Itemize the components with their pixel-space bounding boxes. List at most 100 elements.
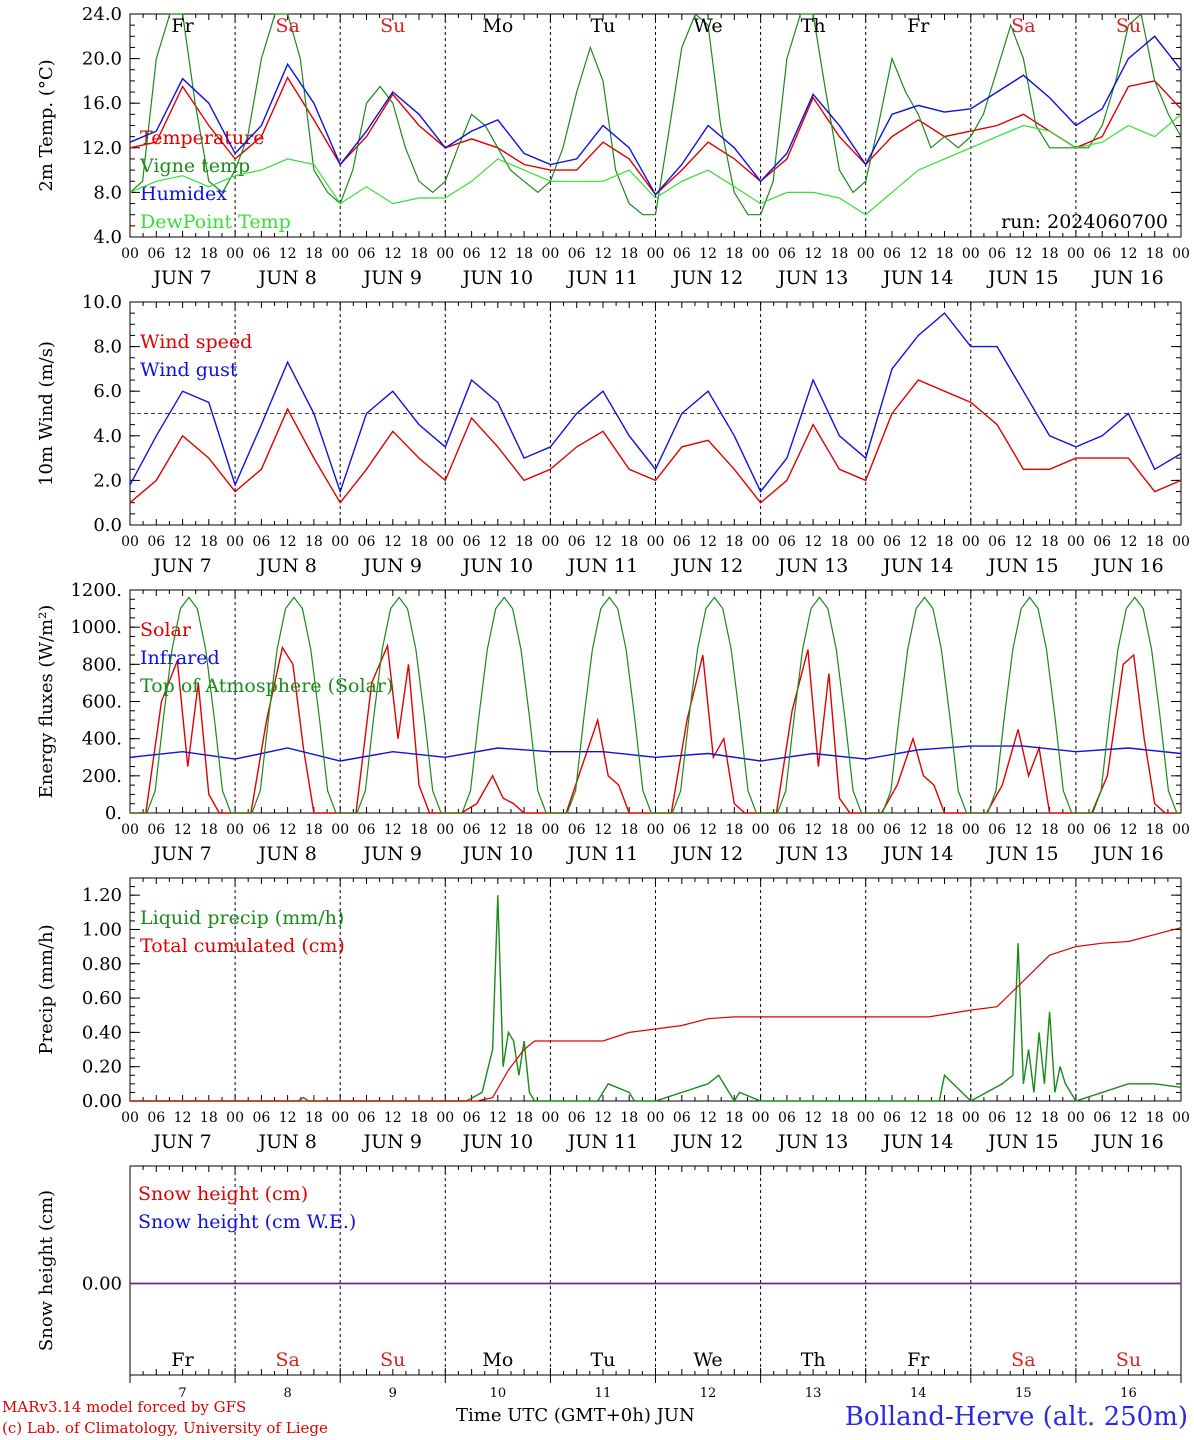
hour-tick-label: 12 <box>909 246 927 262</box>
date-label: JUN 14 <box>881 1131 953 1153</box>
weekday-label: Th <box>801 15 826 37</box>
hour-tick-label: 00 <box>331 822 349 838</box>
y-tick-label: 0.00 <box>82 1091 122 1112</box>
hour-tick-label: 06 <box>463 822 481 838</box>
hour-tick-label: 18 <box>1146 1110 1164 1126</box>
hour-tick-label: 18 <box>410 534 428 550</box>
day-number-label: 12 <box>700 1386 717 1400</box>
y-tick-label: 1000. <box>70 617 122 638</box>
y-tick-label: 0.80 <box>82 954 122 975</box>
series-line <box>130 596 1181 814</box>
date-label: JUN 7 <box>151 267 211 289</box>
date-label: JUN 14 <box>881 843 953 865</box>
hour-tick-label: 12 <box>594 246 612 262</box>
panel-5: 0.00 Snow height (cm) Snow height (cm) Snow… <box>36 1165 1182 1376</box>
hour-tick-label: 00 <box>647 1110 665 1126</box>
date-label: JUN 15 <box>986 267 1058 289</box>
y-tick-label: 8.0 <box>93 337 122 358</box>
hour-tick-label: 12 <box>1120 1110 1138 1126</box>
hour-tick-label: 12 <box>174 246 192 262</box>
weekday-label: Su <box>1116 15 1141 37</box>
weekday-label: Fr <box>907 1349 930 1371</box>
y-tick-label: 4.0 <box>93 227 122 248</box>
date-label: JUN 13 <box>776 267 848 289</box>
y-tick-label: 20.0 <box>82 49 122 70</box>
hour-tick-label: 12 <box>279 822 297 838</box>
station-title: Bolland-Herve (alt. 250m) <box>844 1402 1188 1432</box>
hour-tick-label: 06 <box>252 1110 270 1126</box>
legend-entry: Solar <box>140 619 192 641</box>
hour-tick-label: 00 <box>1172 1110 1190 1126</box>
hour-tick-label: 06 <box>252 534 270 550</box>
date-label: JUN 8 <box>256 267 316 289</box>
weekday-label: Sa <box>275 15 299 37</box>
hour-tick-label: 00 <box>541 1110 559 1126</box>
hour-tick-label: 00 <box>752 822 770 838</box>
y-tick-label: 0.60 <box>82 988 122 1009</box>
hour-tick-label: 12 <box>489 822 507 838</box>
series-line <box>129 35 1182 196</box>
hour-tick-label: 00 <box>436 1110 454 1126</box>
y-tick-label: 0.00 <box>82 1274 122 1295</box>
hour-tick-label: 06 <box>463 246 481 262</box>
hour-tick-label: 12 <box>279 534 297 550</box>
hour-tick-label: 12 <box>1120 534 1138 550</box>
weekday-label: Fr <box>907 15 930 37</box>
x-axis-label: Time UTC (GMT+0h) JUN <box>456 1405 695 1426</box>
plot-frame <box>129 589 1182 814</box>
hour-tick-label: 06 <box>778 822 796 838</box>
hour-tick-label: 12 <box>384 822 402 838</box>
hour-tick-label: 06 <box>1093 1110 1111 1126</box>
hour-tick-label: 06 <box>673 822 691 838</box>
hour-tick-label: 06 <box>463 534 481 550</box>
day-number-label: 7 <box>178 1386 186 1400</box>
y-axis-title: 2m Temp. (°C) <box>36 59 57 191</box>
date-label: JUN 16 <box>1091 843 1163 865</box>
hour-tick-label: 00 <box>962 1110 980 1126</box>
hour-tick-label: 00 <box>1067 246 1085 262</box>
hour-tick-label: 12 <box>909 534 927 550</box>
hour-tick-label: 06 <box>358 534 376 550</box>
hour-tick-label: 12 <box>1014 1110 1032 1126</box>
hour-tick-label: 12 <box>1014 534 1032 550</box>
hour-tick-label: 18 <box>936 534 954 550</box>
hour-tick-label: 18 <box>410 1110 428 1126</box>
hour-tick-label: 06 <box>1093 246 1111 262</box>
day-number-label: 9 <box>389 1386 397 1400</box>
hour-tick-label: 06 <box>883 246 901 262</box>
day-number-label: 8 <box>284 1386 292 1400</box>
hour-tick-label: 12 <box>384 534 402 550</box>
hour-tick-label: 18 <box>305 1110 323 1126</box>
date-label: JUN 16 <box>1091 555 1163 577</box>
hour-tick-label: 18 <box>515 246 533 262</box>
hour-tick-label: 06 <box>568 534 586 550</box>
hour-tick-label: 18 <box>305 534 323 550</box>
y-tick-label: 12.0 <box>82 138 122 159</box>
hour-tick-label: 00 <box>647 534 665 550</box>
hour-tick-marks <box>129 14 1182 237</box>
weekday-label: We <box>693 1349 722 1371</box>
series-line <box>129 745 1182 762</box>
hour-tick-label: 00 <box>1172 246 1190 262</box>
hour-tick-marks <box>129 878 1182 1101</box>
y-tick-label: 400. <box>82 729 122 750</box>
date-label: JUN 16 <box>1091 1131 1163 1153</box>
weekday-label: Su <box>380 15 405 37</box>
hour-tick-label: 18 <box>200 246 218 262</box>
hour-tick-label: 18 <box>936 822 954 838</box>
y-tick-label: 24.0 <box>82 4 122 25</box>
hour-tick-label: 18 <box>831 822 849 838</box>
hour-tick-marks <box>129 1166 1182 1375</box>
hour-tick-label: 00 <box>121 246 139 262</box>
hour-tick-label: 06 <box>883 822 901 838</box>
hour-tick-label: 06 <box>988 534 1006 550</box>
date-label: JUN 10 <box>461 1131 533 1153</box>
hour-tick-label: 18 <box>831 246 849 262</box>
day-number-label: 15 <box>1015 1386 1032 1400</box>
y-tick-label: 800. <box>82 654 122 675</box>
hour-tick-label: 06 <box>883 534 901 550</box>
hour-tick-label: 06 <box>988 1110 1006 1126</box>
legend-entry: Snow height (cm) <box>138 1183 308 1205</box>
y-axis-title: Precip (mm/h) <box>36 924 57 1054</box>
weekday-label: Tu <box>590 1349 615 1371</box>
